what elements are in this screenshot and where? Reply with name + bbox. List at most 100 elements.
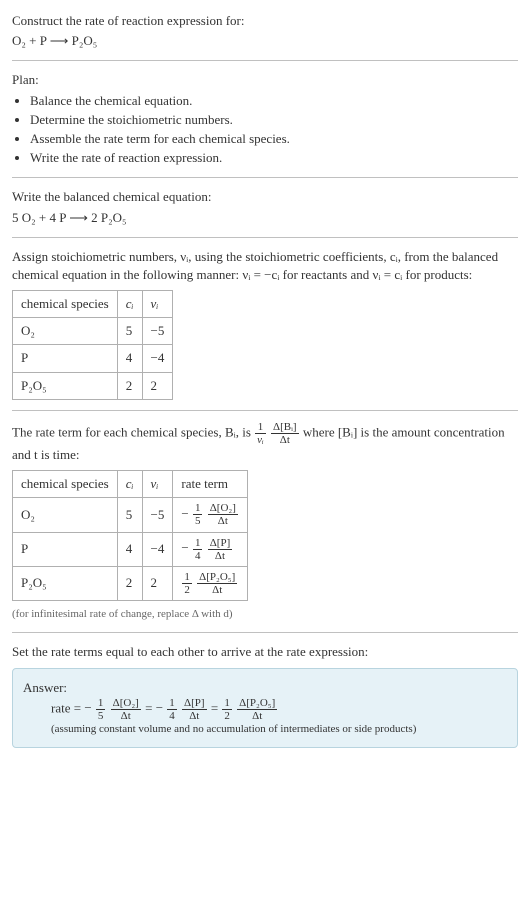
fraction: 1 5 — [193, 502, 203, 527]
cell-vi: −5 — [142, 318, 173, 345]
frac-den: 5 — [96, 710, 106, 722]
frac-den: Δt — [111, 710, 141, 722]
separator — [12, 410, 518, 411]
cell-rate-term: − 1 4 Δ[P] Δt — [173, 532, 248, 566]
table-row: P 4 −4 − 1 4 Δ[P] Δt — [13, 532, 248, 566]
plan-item: Write the rate of reaction expression. — [30, 149, 518, 167]
fraction: Δ[P] Δt — [182, 697, 207, 722]
equals: = — [145, 700, 156, 715]
cell-rate-term: − 1 5 Δ[O₂] Δt — [173, 498, 248, 532]
frac-den: Δt — [182, 710, 207, 722]
cell-vi: 2 — [142, 372, 173, 399]
separator — [12, 237, 518, 238]
cell-ci: 5 — [117, 318, 142, 345]
col-ci: cᵢ — [117, 471, 142, 498]
frac-num: 1 — [167, 697, 177, 710]
answer-box: Answer: rate = − 1 5 Δ[O₂] Δt = − 1 4 Δ[… — [12, 668, 518, 749]
table-header-row: chemical species cᵢ νᵢ — [13, 291, 173, 318]
rate-lhs: rate = — [51, 700, 84, 715]
fraction: Δ[P₂O₅] Δt — [237, 697, 277, 722]
cell-ci: 4 — [117, 345, 142, 372]
table-row: O₂ 5 −5 − 1 5 Δ[O₂] Δt — [13, 498, 248, 532]
frac-den: 2 — [182, 584, 192, 596]
rate-term: 1 2 Δ[P₂O₅] Δt — [221, 700, 278, 715]
fraction: Δ[O₂] Δt — [111, 697, 141, 722]
cell-rate-term: 1 2 Δ[P₂O₅] Δt — [173, 566, 248, 600]
frac-num: 1 — [182, 571, 192, 584]
plan-list: Balance the chemical equation. Determine… — [12, 92, 518, 168]
col-vi: νᵢ — [142, 291, 173, 318]
frac-num: 1 — [193, 537, 203, 550]
cell-vi: −4 — [142, 532, 173, 566]
fraction: 1 2 — [182, 571, 192, 596]
frac-num: 1 — [193, 502, 203, 515]
separator — [12, 177, 518, 178]
answer-label: Answer: — [23, 679, 507, 697]
table-row: O₂ 5 −5 — [13, 318, 173, 345]
frac-num: Δ[P₂O₅] — [237, 697, 277, 710]
cell-ci: 5 — [117, 498, 142, 532]
frac-den: Δt — [208, 550, 233, 562]
cell-vi: −4 — [142, 345, 173, 372]
frac-den: Δt — [197, 584, 237, 596]
rate-term-expr: 1 2 Δ[P₂O₅] Δt — [181, 574, 238, 589]
cell-vi: 2 — [142, 566, 173, 600]
fraction: 1 5 — [96, 697, 106, 722]
fraction: Δ[P] Δt — [208, 537, 233, 562]
stoich-table: chemical species cᵢ νᵢ O₂ 5 −5 P 4 −4 P₂… — [12, 290, 173, 400]
frac-den: 4 — [167, 710, 177, 722]
col-vi: νᵢ — [142, 471, 173, 498]
table-row: P₂O₅ 2 2 1 2 Δ[P₂O₅] Δt — [13, 566, 248, 600]
rate-term-expr: − 1 4 Δ[P] Δt — [181, 540, 233, 555]
col-rate-term: rate term — [173, 471, 248, 498]
fraction: 1 νᵢ — [255, 421, 266, 446]
plan-item: Balance the chemical equation. — [30, 92, 518, 110]
col-species: chemical species — [13, 471, 118, 498]
rate-term: − 1 5 Δ[O₂] Δt — [84, 700, 145, 715]
balanced-equation: 5 O₂ + 4 P ⟶ 2 P₂O₅ — [12, 209, 518, 227]
fraction: Δ[O₂] Δt — [208, 502, 238, 527]
frac-num: 1 — [255, 421, 266, 434]
cell-ci: 2 — [117, 566, 142, 600]
col-species: chemical species — [13, 291, 118, 318]
plan-item: Assemble the rate term for each chemical… — [30, 130, 518, 148]
plan-label: Plan: — [12, 71, 518, 89]
frac-num: Δ[O₂] — [111, 697, 141, 710]
table-row: P₂O₅ 2 2 — [13, 372, 173, 399]
cell-ci: 2 — [117, 372, 142, 399]
set-equal-label: Set the rate terms equal to each other t… — [12, 643, 518, 661]
cell-species: P₂O₅ — [13, 372, 118, 399]
frac-num: Δ[P] — [208, 537, 233, 550]
frac-den: 2 — [222, 710, 232, 722]
fraction: 1 2 — [222, 697, 232, 722]
fraction: Δ[P₂O₅] Δt — [197, 571, 237, 596]
table-header-row: chemical species cᵢ νᵢ rate term — [13, 471, 248, 498]
frac-den: 4 — [193, 550, 203, 562]
fraction: 1 4 — [193, 537, 203, 562]
cell-species: O₂ — [13, 318, 118, 345]
cell-vi: −5 — [142, 498, 173, 532]
cell-species: O₂ — [13, 498, 118, 532]
rate-term-expr: − 1 5 Δ[O₂] Δt — [181, 506, 239, 521]
rate-term-intro-pre: The rate term for each chemical species,… — [12, 424, 254, 439]
frac-den: Δt — [208, 515, 238, 527]
table-row: P 4 −4 — [13, 345, 173, 372]
fraction: Δ[Bᵢ] Δt — [271, 421, 299, 446]
assumption-note: (assuming constant volume and no accumul… — [51, 722, 507, 737]
rate-term-intro: The rate term for each chemical species,… — [12, 421, 518, 464]
separator — [12, 60, 518, 61]
cell-ci: 4 — [117, 532, 142, 566]
cell-species: P — [13, 532, 118, 566]
frac-den: Δt — [271, 434, 299, 446]
frac-den: 5 — [193, 515, 203, 527]
sign: − — [156, 700, 163, 715]
sign: − — [84, 700, 91, 715]
frac-num: Δ[P₂O₅] — [197, 571, 237, 584]
equals: = — [211, 700, 222, 715]
frac-num: Δ[Bᵢ] — [271, 421, 299, 434]
frac-den: Δt — [237, 710, 277, 722]
frac-num: 1 — [222, 697, 232, 710]
separator — [12, 632, 518, 633]
frac-num: Δ[P] — [182, 697, 207, 710]
rate-term: − 1 4 Δ[P] Δt — [156, 700, 211, 715]
